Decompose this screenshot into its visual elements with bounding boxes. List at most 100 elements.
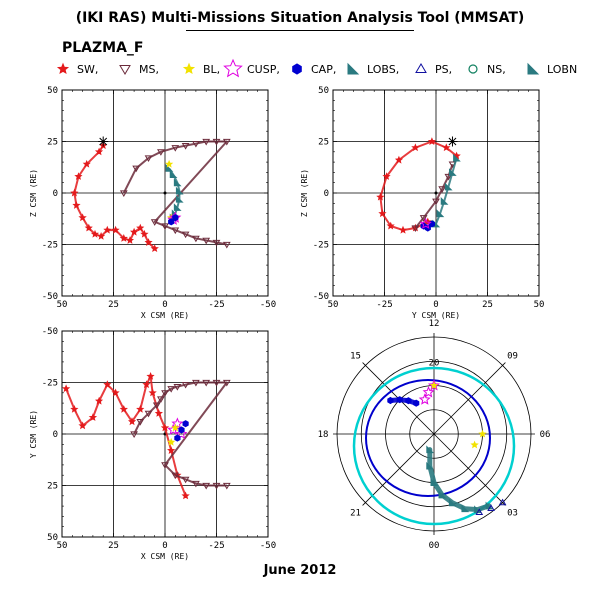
series-ms [130,379,231,490]
data-point [181,476,190,484]
data-point [152,402,161,410]
series-sw [62,372,190,500]
data-point [222,241,231,249]
data-point [111,225,120,234]
legend-label: NS, [487,62,506,76]
data-point [165,159,174,168]
data-point [78,421,87,430]
data-point [222,138,231,146]
polar-spoke [362,433,435,506]
panel-polar: 12 15 18 21 00 03 06 09 20 [318,319,551,551]
footer-date: June 2012 [263,563,337,578]
mission-name: PLAZMA_F [62,40,144,56]
mlt-label: 06 [540,430,551,440]
polar-point [487,504,495,511]
data-point [432,198,440,206]
y-tick-label: -25 [313,241,329,251]
data-point [436,209,445,218]
legend-symbol-icon [223,58,243,78]
data-point [423,217,432,226]
data-point [442,143,451,152]
polar-point [438,490,447,499]
data-point [192,235,200,243]
data-point [382,172,391,180]
mlt-label: 18 [318,430,329,440]
data-point [146,372,155,380]
data-point [90,229,100,238]
legend: SW, MS, BL, CUSP, CAP, LOBS, PS, NS, LOBN [52,58,592,82]
data-point [386,221,395,230]
polar-track [427,447,492,513]
spacecraft-marker-icon [447,136,458,147]
data-point [175,194,184,203]
polar-spoke [433,362,506,435]
legend-item-cap: CAP, [286,58,336,80]
series-ms [119,138,231,249]
y-tick-label: -50 [42,292,58,302]
polar-point [405,397,412,405]
polar-point [422,385,435,398]
data-point [136,419,145,426]
title-underline [186,30,414,31]
data-point [142,380,151,389]
page-title: (IKI RAS) Multi-Missions Situation Analy… [75,10,525,26]
data-point [74,172,83,180]
data-point [97,232,106,240]
data-point [175,427,188,440]
y-tick-label: -25 [42,241,58,251]
legend-symbol-icon [182,62,196,75]
data-point [448,168,457,176]
legend-symbol-icon [527,62,540,75]
legend-label: LOBS, [367,62,400,76]
data-point [84,223,93,232]
data-point [173,384,182,391]
y-axis-label: Z CSM (RE) [29,169,38,217]
polar-spoke [433,433,506,506]
data-point [111,388,120,397]
data-point [376,192,385,201]
data-point [411,143,420,152]
earth-marker [163,191,167,195]
legend-item-ns: NS, [462,58,506,80]
x-tick-label: 0 [162,541,167,551]
x-axis-label: X CSM (RE) [141,552,189,561]
data-point [167,446,176,454]
y-axis-label: Y CSM (RE) [29,410,38,458]
data-point [171,145,180,152]
data-point [161,462,169,469]
data-point [173,178,182,187]
x-tick-label: -50 [260,300,276,310]
data-point [161,390,169,397]
legend-item-bl: BL, [178,58,220,80]
legend-item-lobn: LOBN [522,58,577,80]
spacecraft-marker-icon [98,136,109,147]
x-tick-label: -25 [376,300,392,310]
legend-symbol-icon [292,63,302,75]
legend-label: CAP, [311,62,337,76]
data-point [453,153,461,162]
y-tick-label: 50 [318,86,329,96]
legend-symbol-icon [119,65,131,75]
data-point [172,214,179,222]
y-tick-label: 0 [324,189,329,199]
data-point [222,379,231,387]
y-tick-label: -25 [42,379,58,389]
data-point [212,239,221,247]
legend-item-cusp: CUSP, [222,58,280,80]
x-tick-label: 0 [433,300,438,310]
polar-point [426,461,434,470]
x-tick-label: 25 [482,300,493,310]
data-point [129,227,139,236]
polar-point [498,498,507,506]
data-point [398,225,408,234]
data-point [181,491,190,500]
polar-point [413,399,420,407]
data-point [119,405,128,413]
legend-label: MS, [139,62,159,76]
data-point [103,380,112,389]
data-point [212,138,221,146]
legend-symbol-icon [415,63,427,73]
data-point [202,379,211,387]
x-tick-label: 50 [534,300,545,310]
